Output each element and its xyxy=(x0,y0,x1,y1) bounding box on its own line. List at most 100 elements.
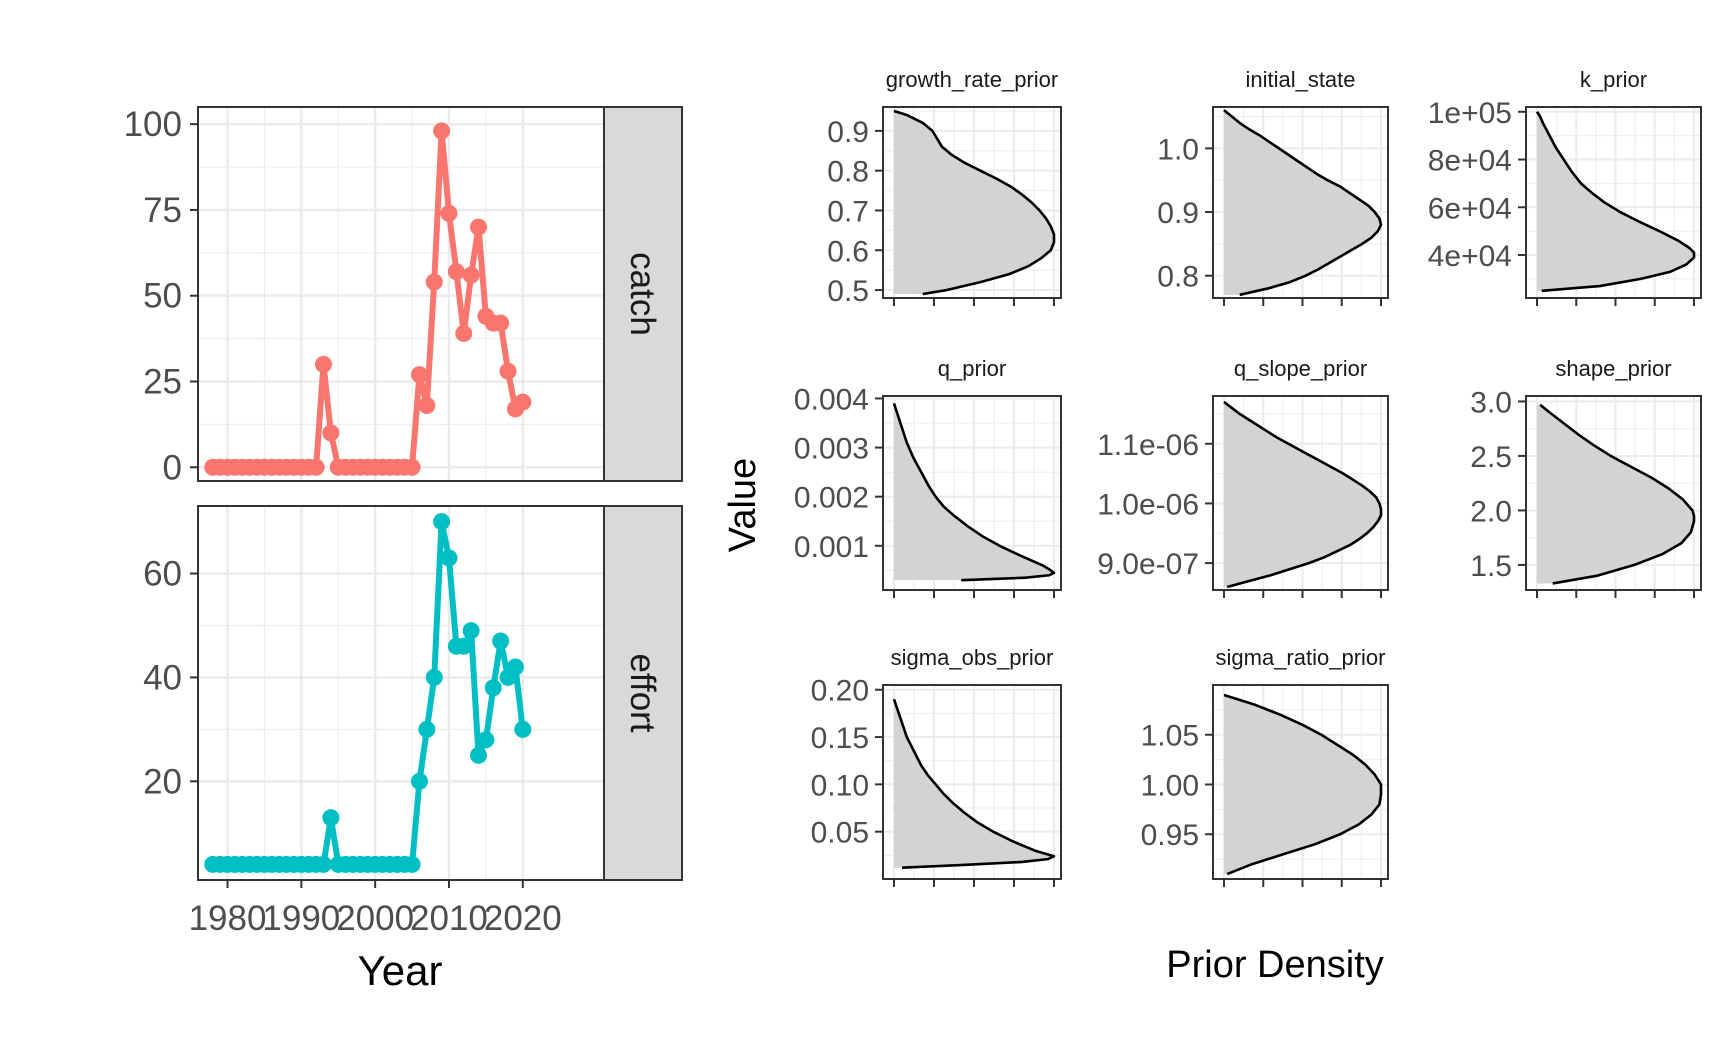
data-point-effort xyxy=(470,746,488,764)
panel-background xyxy=(198,107,604,481)
density-area xyxy=(1537,404,1694,584)
y-tick-label: 9.0e-07 xyxy=(1097,548,1199,581)
y-tick-label: 25 xyxy=(143,362,182,401)
y-tick-label: 3.0 xyxy=(1470,386,1512,419)
y-tick-label: 0.8 xyxy=(827,156,869,189)
prior-panel-shape_prior: 1.5 2.0 2.5 3.0 shape_prior xyxy=(1470,356,1702,598)
data-point-effort xyxy=(514,720,532,738)
density-curve xyxy=(1223,109,1383,297)
density-curve xyxy=(892,402,1056,582)
data-point-catch xyxy=(462,266,480,284)
y-tick-label: 1.05 xyxy=(1141,720,1199,753)
y-tick-label: 8e+04 xyxy=(1428,145,1512,178)
y-tick-label: 0 xyxy=(163,448,182,487)
y-tick-label: 40 xyxy=(143,658,182,697)
y-tick-label: 0.20 xyxy=(811,675,869,708)
data-point-effort xyxy=(506,658,524,676)
prior-panel-k_prior: 4e+04 6e+04 8e+04 1e+05 k_prior xyxy=(1428,67,1702,306)
data-point-effort xyxy=(403,855,421,873)
prior-panel-q_prior: 0.001 0.002 0.003 0.004 q_prior xyxy=(794,356,1062,598)
data-point-catch xyxy=(492,314,510,332)
y-tick-label: 50 xyxy=(143,277,182,316)
panel-title: q_prior xyxy=(938,356,1006,381)
data-point-catch xyxy=(447,263,465,281)
data-point-effort xyxy=(477,731,495,749)
density-area xyxy=(894,403,1054,581)
y-tick-label: 100 xyxy=(124,105,182,144)
density-curve xyxy=(1223,400,1383,589)
data-point-catch xyxy=(322,424,340,442)
facet-strip xyxy=(603,106,683,482)
x-tick-label: 2000 xyxy=(336,899,414,938)
panel-title: initial_state xyxy=(1245,67,1355,92)
time-series-panels: 0255075100catch1980199020002010202020406… xyxy=(124,105,683,938)
panel-border xyxy=(1212,395,1389,591)
data-point-effort xyxy=(440,549,458,567)
panel-title-group: q_prior xyxy=(938,356,1006,381)
data-point-catch xyxy=(499,362,517,380)
prior-panel-initial_state: 0.8 0.9 1.0 initial_state xyxy=(1157,67,1389,306)
prior-density-panels: 0.5 0.6 0.7 0.8 0.9 growth_rate_prior 0.8 0.9 1.… xyxy=(794,67,1702,887)
y-tick-label: 0.6 xyxy=(827,235,869,268)
panel-title: sigma_obs_prior xyxy=(891,645,1054,670)
y-tick-label: 0.004 xyxy=(794,383,869,416)
data-point-effort xyxy=(425,668,443,686)
density-curve xyxy=(1535,111,1696,293)
y-tick-label: 6e+04 xyxy=(1428,192,1512,225)
y-tick-label: 20 xyxy=(143,762,182,801)
data-point-effort xyxy=(410,772,428,790)
data-point-catch xyxy=(418,397,436,415)
data-point-effort xyxy=(314,855,332,873)
density-area xyxy=(1224,110,1381,295)
data-point-effort xyxy=(484,679,502,697)
data-point-catch xyxy=(514,393,532,411)
y-tick-label: 0.002 xyxy=(794,482,869,515)
data-point-catch xyxy=(470,218,488,236)
data-point-effort xyxy=(322,809,340,827)
panel-border xyxy=(1212,106,1389,299)
y-tick-label: 0.9 xyxy=(1157,197,1199,230)
y-tick-label: 1.5 xyxy=(1470,550,1512,583)
panel-title: sigma_ratio_prior xyxy=(1216,645,1386,670)
y-tick-label: 1e+05 xyxy=(1428,97,1512,130)
y-tick-label: 2.0 xyxy=(1470,495,1512,528)
y-tick-label: 1.1e-06 xyxy=(1097,429,1199,462)
y-tick-label: 1.00 xyxy=(1141,769,1199,802)
density-area xyxy=(1537,111,1694,291)
y-tick-label: 0.7 xyxy=(827,195,869,228)
x-tick-label: 1990 xyxy=(262,899,340,938)
prior-panel-q_slope_prior: 9.0e-07 1.0e-06 1.1e-06 q_slope_prior xyxy=(1097,356,1389,598)
x-axis-title-year: Year xyxy=(358,947,443,994)
data-point-effort xyxy=(418,720,436,738)
data-point-effort xyxy=(455,637,473,655)
facet-strip xyxy=(603,505,683,881)
y-tick-label: 0.9 xyxy=(827,116,869,149)
density-curve xyxy=(1223,693,1383,876)
density-curve xyxy=(892,698,1056,869)
panel-title-group: q_slope_prior xyxy=(1234,356,1367,381)
y-axis-title-value: Value xyxy=(722,458,764,552)
panel-title-group: growth_rate_prior xyxy=(886,67,1058,92)
panel-title: k_prior xyxy=(1580,67,1647,92)
x-tick-label: 2010 xyxy=(410,899,488,938)
prior-panel-sigma_ratio_prior: 0.95 1.00 1.05 sigma_ratio_prior xyxy=(1141,645,1389,887)
y-tick-label: 0.10 xyxy=(811,769,869,802)
density-area xyxy=(894,699,1054,868)
data-point-effort xyxy=(492,632,510,650)
prior-panel-growth_rate_prior: 0.5 0.6 0.7 0.8 0.9 growth_rate_prior xyxy=(827,67,1062,308)
panel-title-group: shape_prior xyxy=(1555,356,1671,381)
data-point-catch xyxy=(440,204,458,222)
facet-panel-catch: 0 25 50 75 100 catch xyxy=(124,105,683,487)
data-point-catch xyxy=(410,366,428,384)
y-tick-label: 0.8 xyxy=(1157,261,1199,294)
facet-strip-label: effort xyxy=(623,653,662,732)
x-tick-label: 2020 xyxy=(484,899,562,938)
panel-title-group: sigma_obs_prior xyxy=(891,645,1054,670)
data-point-catch xyxy=(433,122,451,140)
panel-border xyxy=(882,395,1062,591)
panel-border xyxy=(1212,684,1389,880)
y-tick-label: 4e+04 xyxy=(1428,240,1512,273)
y-tick-label: 0.15 xyxy=(811,722,869,755)
